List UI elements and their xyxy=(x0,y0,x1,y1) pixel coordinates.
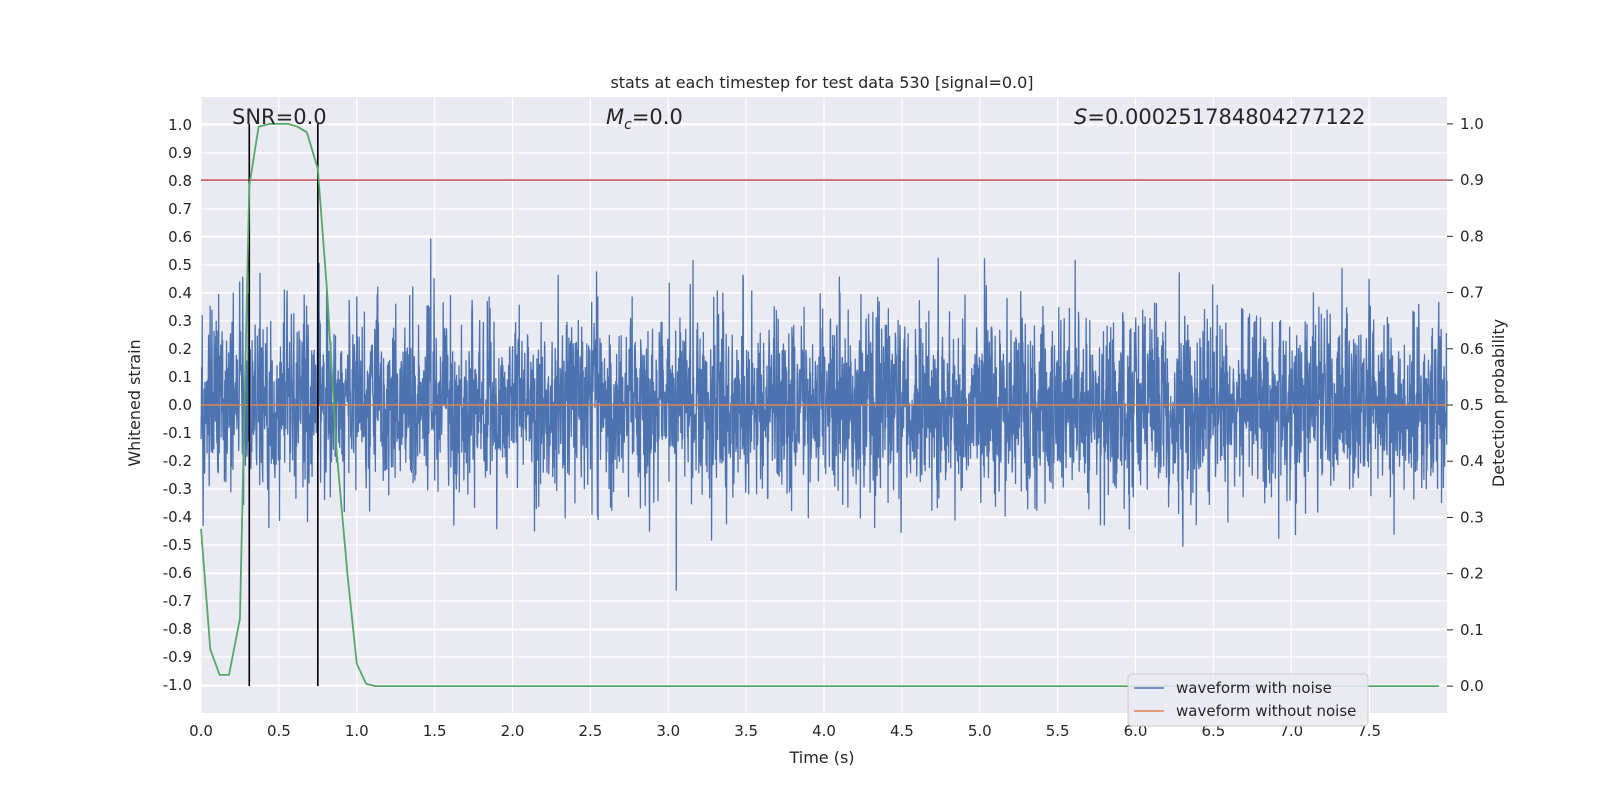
legend-label-clean: waveform without noise xyxy=(1176,702,1356,720)
x-tick-label: 3.5 xyxy=(734,722,758,740)
y-tick-label: 0.3 xyxy=(168,312,192,330)
y-tick-label: 0.2 xyxy=(168,340,192,358)
y-tick-label: -0.1 xyxy=(163,424,192,442)
x-tick-label: 5.0 xyxy=(968,722,992,740)
x-tick-label: 0.5 xyxy=(267,722,291,740)
y-axis-label: Whitened strain xyxy=(125,339,144,466)
y2-axis-label: Detection probability xyxy=(1489,319,1508,487)
mc-symbol: M xyxy=(606,105,624,129)
x-tick-label: 2.0 xyxy=(501,722,525,740)
y2-tick-label: 0.6 xyxy=(1460,340,1484,358)
snr-annotation: SNR=0.0 xyxy=(232,105,327,129)
y2-tick-label: 0.3 xyxy=(1460,508,1484,526)
y-tick-label: 0.0 xyxy=(168,396,192,414)
chart-title: stats at each timestep for test data 530… xyxy=(610,73,1033,92)
y-tick-label: 0.8 xyxy=(168,172,192,190)
y-tick-label: -0.2 xyxy=(163,452,192,470)
y-tick-label: -0.3 xyxy=(163,480,192,498)
detection-probability-line xyxy=(200,122,1440,688)
x-tick-label: 3.0 xyxy=(656,722,680,740)
x-tick-label: 0.0 xyxy=(189,722,213,740)
series-waveform-with-noise xyxy=(200,238,1448,591)
y-tick-label: 0.6 xyxy=(168,228,192,246)
y2-tick-label: 0.9 xyxy=(1460,171,1484,189)
y-tick-label: -1.0 xyxy=(163,676,192,694)
y-tick-label: 0.5 xyxy=(168,256,192,274)
x-tick-label: 2.5 xyxy=(578,722,602,740)
x-tick-label: 4.0 xyxy=(812,722,836,740)
y2-tick-label: 0.5 xyxy=(1460,396,1484,414)
y-tick-label: -0.5 xyxy=(163,536,192,554)
y-tick-label: 0.9 xyxy=(168,144,192,162)
y2-tick-label: 0.4 xyxy=(1460,452,1484,470)
x-tick-label: 1.0 xyxy=(345,722,369,740)
y2-tick-label: 0.0 xyxy=(1460,677,1484,695)
series-detection-probability xyxy=(200,122,1440,688)
mc-value: =0.0 xyxy=(632,105,683,129)
y-tick-label: -0.8 xyxy=(163,620,192,638)
y-tick-label: 1.0 xyxy=(168,116,192,134)
noisy-waveform-line xyxy=(200,238,1448,591)
legend-box xyxy=(1127,673,1369,727)
x-tick-label: 5.5 xyxy=(1046,722,1070,740)
legend: waveform with noise waveform without noi… xyxy=(1127,673,1369,727)
x-tick-label: 4.5 xyxy=(890,722,914,740)
s-symbol: S xyxy=(1074,105,1087,129)
y-tick-label: -0.9 xyxy=(163,648,192,666)
x-tick-label: 1.5 xyxy=(423,722,447,740)
y-tick-label: -0.7 xyxy=(163,592,192,610)
y2-tick-label: 0.7 xyxy=(1460,284,1484,302)
x-axis-label: Time (s) xyxy=(788,748,854,767)
y2-tick-label: 1.0 xyxy=(1460,115,1484,133)
tick-labels: 0.0 0.5 1.0 1.5 2.0 2.5 3.0 3.5 4.0 4.5 5.0 5.5 6.0 6… xyxy=(163,115,1484,740)
y2-tick-label: 0.1 xyxy=(1460,621,1484,639)
y2-tick-label: 0.8 xyxy=(1460,227,1484,245)
mc-subscript: c xyxy=(624,117,632,133)
s-annotation: S=0.000251784804277122 xyxy=(1074,105,1365,129)
y-tick-label: 0.4 xyxy=(168,284,192,302)
s-value: =0.000251784804277122 xyxy=(1087,105,1365,129)
y-tick-label: 0.7 xyxy=(168,200,192,218)
legend-label-noisy: waveform with noise xyxy=(1176,679,1332,697)
y2-tick-label: 0.2 xyxy=(1460,565,1484,583)
y-tick-label: 0.1 xyxy=(168,368,192,386)
y-tick-label: -0.4 xyxy=(163,508,192,526)
y-tick-label: -0.6 xyxy=(163,564,192,582)
mc-annotation: Mc=0.0 xyxy=(606,105,683,133)
